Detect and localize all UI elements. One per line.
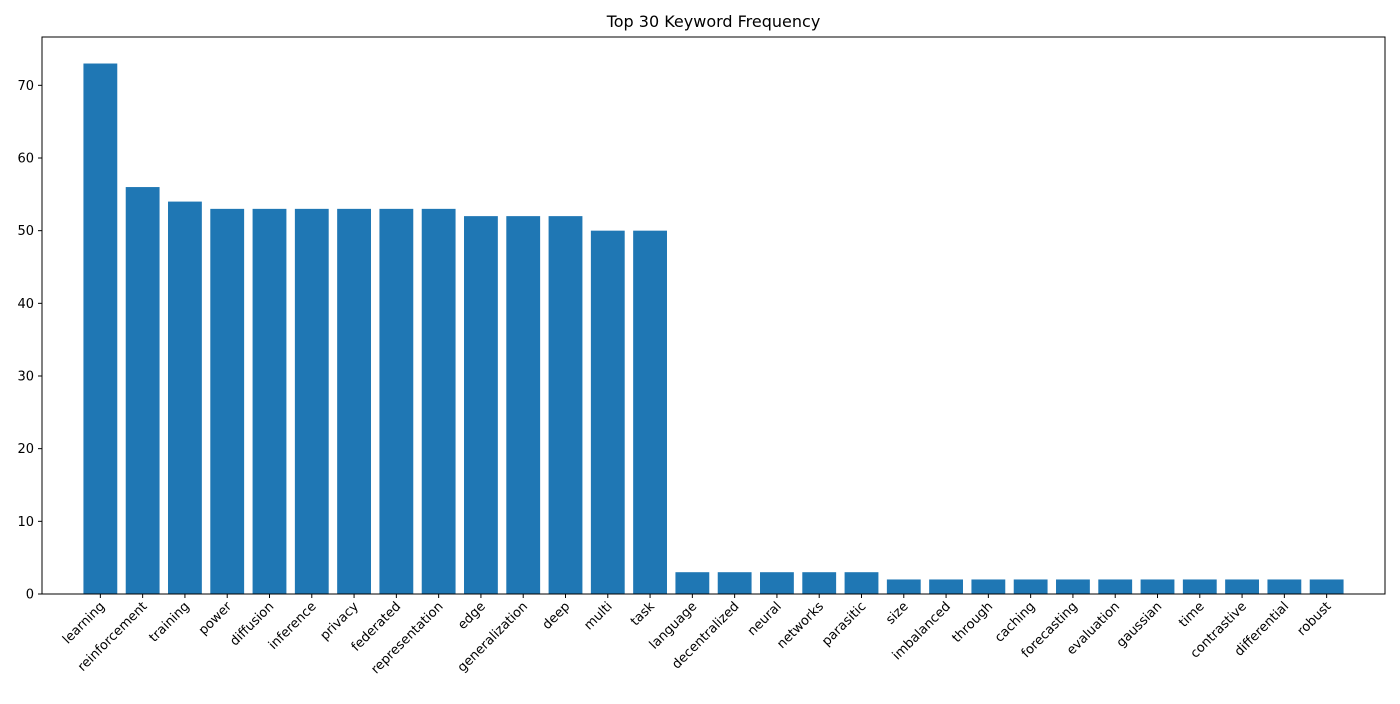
x-tick-label-parasitic: parasitic	[819, 599, 869, 649]
x-tick-label-time: time	[1176, 599, 1207, 630]
bar-deep	[548, 216, 583, 594]
y-tick-label: 70	[17, 79, 34, 94]
bar-edge	[464, 216, 498, 594]
y-axis-ticks: 0 10 20 30 40 50 60 70	[17, 79, 42, 603]
chart-title: Top 30 Keyword Frequency	[606, 12, 821, 31]
bar-networks	[802, 572, 837, 594]
bar-power	[210, 208, 245, 595]
x-tick-label-task: task	[628, 599, 658, 629]
x-tick-label-through: through	[949, 599, 996, 646]
bar-parasitic	[844, 572, 879, 594]
bar-multi	[590, 230, 625, 594]
bar-time	[1182, 579, 1217, 594]
axes-layer	[41, 36, 1386, 595]
y-tick-label: 10	[17, 515, 34, 530]
x-tick-label-gaussian: gaussian	[1114, 599, 1165, 650]
bars-layer	[83, 63, 1344, 595]
bar-forecasting	[1056, 579, 1090, 594]
bar-representation	[421, 208, 456, 595]
y-tick-label: 20	[17, 442, 34, 457]
bar-generalization	[506, 216, 541, 594]
y-tick-label: 40	[17, 297, 34, 312]
bar-contrastive	[1225, 579, 1259, 594]
x-tick-label-power: power	[196, 599, 235, 638]
y-tick-label: 50	[17, 224, 34, 239]
x-tick-label-size: size	[883, 599, 911, 627]
bar-privacy	[337, 208, 371, 595]
x-tick-label-training: training	[147, 599, 193, 645]
bar-differential	[1267, 579, 1302, 594]
bar-caching	[1013, 579, 1048, 594]
x-tick-label-multi: multi	[582, 599, 616, 633]
bar-robust	[1309, 579, 1344, 594]
bar-inference	[294, 208, 329, 595]
x-tick-label-representation: representation	[368, 599, 446, 677]
x-tick-label-deep: deep	[540, 599, 574, 633]
bar-imbalanced	[929, 579, 963, 594]
x-tick-label-edge: edge	[455, 599, 489, 633]
bar-federated	[379, 208, 414, 595]
bar-learning	[83, 63, 118, 594]
y-tick-label: 60	[17, 151, 34, 166]
y-tick-label: 30	[17, 369, 34, 384]
bar-reinforcement	[125, 187, 160, 594]
bar-diffusion	[252, 208, 287, 595]
x-tick-label-neural: neural	[745, 599, 785, 639]
y-tick-label: 0	[26, 588, 34, 603]
bar-decentralized	[717, 572, 752, 594]
bar-evaluation	[1098, 579, 1133, 594]
bar-through	[971, 579, 1006, 594]
bar-size	[886, 579, 921, 594]
bar-language	[675, 572, 710, 594]
bar-gaussian	[1140, 579, 1175, 594]
bar-training	[168, 201, 202, 594]
x-tick-label-networks: networks	[774, 599, 827, 652]
bar-task	[633, 230, 667, 594]
plot-frame	[41, 36, 1386, 595]
x-tick-label-robust: robust	[1295, 599, 1335, 639]
bar-neural	[760, 572, 794, 594]
